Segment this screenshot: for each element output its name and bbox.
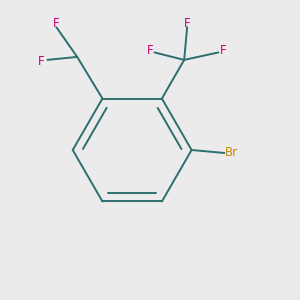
Text: F: F [53, 17, 59, 30]
Text: Br: Br [225, 146, 238, 160]
Text: F: F [184, 17, 190, 30]
Text: F: F [220, 44, 226, 57]
Text: F: F [146, 44, 153, 57]
Text: F: F [38, 55, 44, 68]
